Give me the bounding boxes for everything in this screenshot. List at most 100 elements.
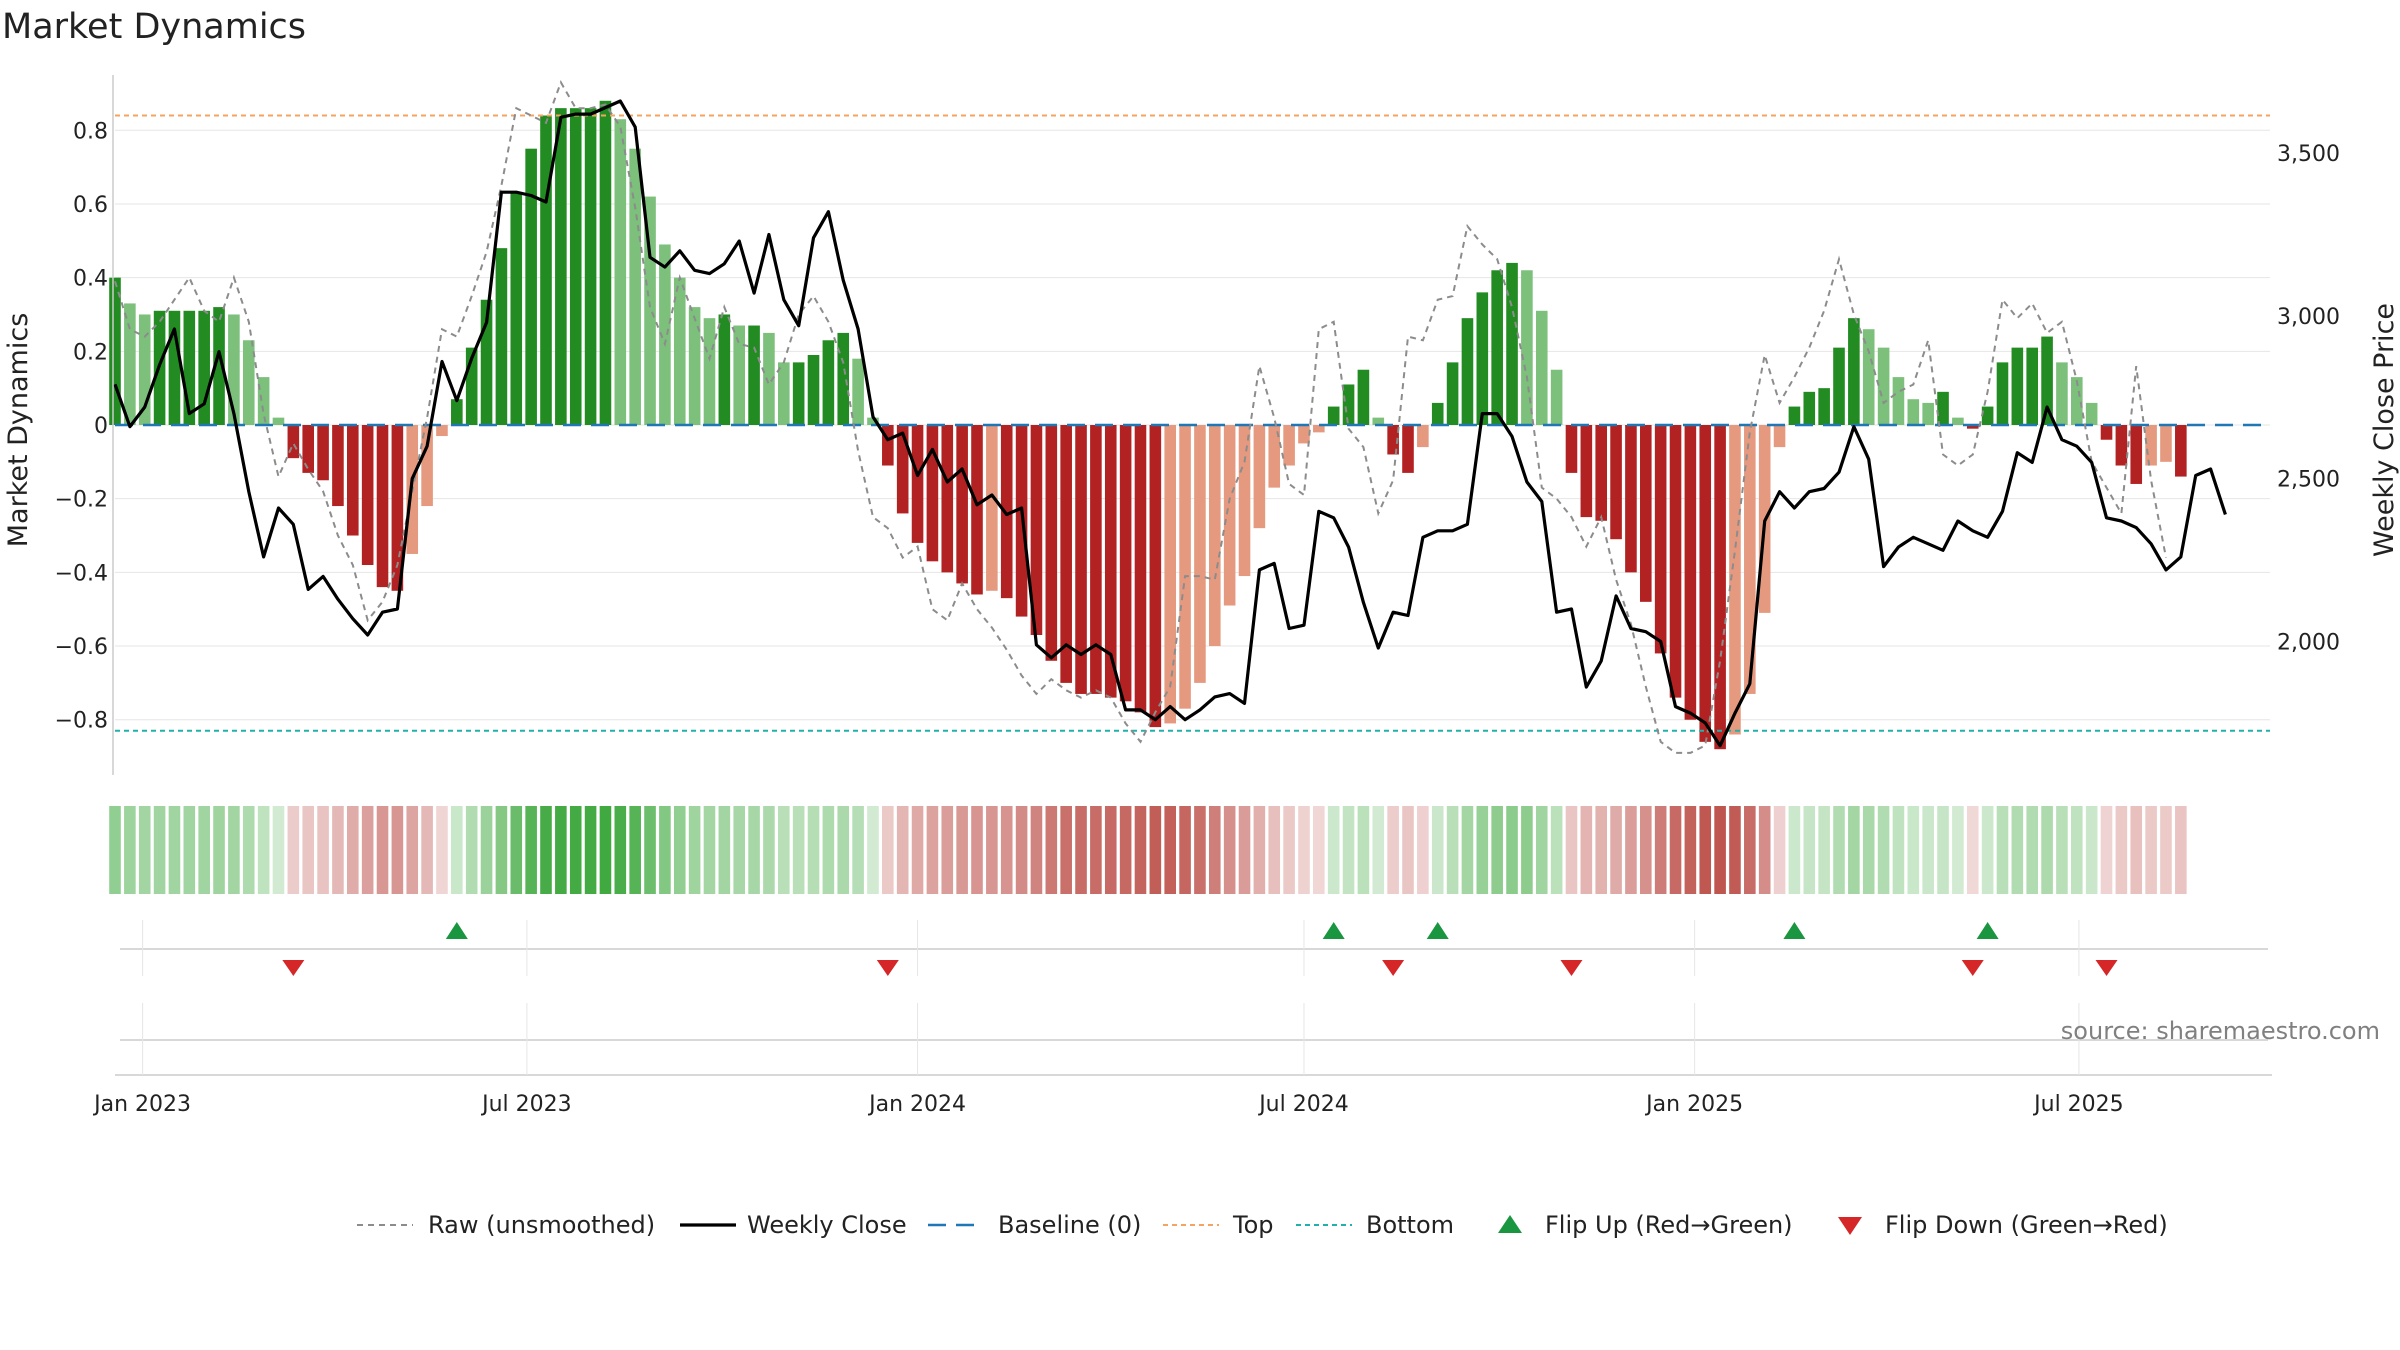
x-tick-label: Jul 2025 — [2032, 1092, 2124, 1117]
regime-strip-cell — [1387, 806, 1399, 894]
regime-strip-cell — [1134, 806, 1147, 894]
dynamics-bar — [1744, 425, 1756, 694]
dynamics-bar — [688, 307, 701, 425]
dynamics-bar — [1075, 425, 1087, 694]
flip-down-marker — [1961, 960, 1984, 976]
regime-strip-cell — [1015, 806, 1028, 894]
regime-strip-cell — [1357, 806, 1370, 894]
flip-down-marker — [876, 960, 899, 976]
regime-strip-cell — [1461, 806, 1474, 894]
regime-strip-cell — [1550, 806, 1563, 894]
dynamics-bar — [1446, 362, 1459, 425]
dynamics-bar — [1833, 347, 1845, 425]
dynamics-bar — [1773, 425, 1786, 448]
regime-strip-cell — [1699, 806, 1712, 894]
legend-label: Flip Down (Green→Red) — [1885, 1211, 2168, 1239]
dynamics-bar — [421, 425, 433, 507]
dynamics-bar — [2115, 425, 2128, 466]
regime-strip-cell — [1283, 806, 1295, 894]
regime-strip-cell — [436, 806, 448, 894]
x-tick-label: Jan 2025 — [1644, 1092, 1743, 1117]
dynamics-bar — [807, 355, 820, 425]
dynamics-bar — [644, 196, 656, 425]
regime-strip-cell — [2160, 806, 2172, 894]
dynamics-bar — [2145, 425, 2157, 466]
regime-strip-cell — [986, 806, 998, 894]
regime-strip-cell — [1565, 806, 1578, 894]
dynamics-bar — [1803, 391, 1816, 425]
regime-strip-cell — [510, 806, 523, 894]
dynamics-bar — [1417, 425, 1429, 448]
regime-strip-cell — [2070, 806, 2083, 894]
dynamics-bar — [614, 119, 627, 426]
regime-strip-cell — [1907, 806, 1920, 894]
regime-strip-cell — [1684, 806, 1697, 894]
dynamics-bar — [109, 277, 121, 425]
dynamics-bar — [1699, 425, 1712, 742]
regime-strip-cell — [287, 806, 300, 894]
dynamics-bar — [629, 148, 641, 425]
dynamics-bar — [376, 425, 389, 588]
regime-strip-cell — [1729, 806, 1741, 894]
dynamics-bar — [1981, 406, 1994, 425]
dynamics-bar — [198, 310, 210, 425]
dynamics-bar — [1625, 425, 1637, 573]
regime-strip-cell — [465, 806, 478, 894]
dynamics-bar — [465, 347, 478, 425]
bars-layer — [109, 100, 2187, 750]
regime-strip-cell — [852, 806, 864, 894]
regime-strip-cell — [1223, 806, 1236, 894]
regime-strip-cell — [1179, 806, 1191, 894]
regime-strip-cell — [2130, 806, 2143, 894]
legend-label: Baseline (0) — [998, 1211, 1141, 1239]
regime-strip-cell — [822, 806, 835, 894]
regime-strip-cell — [1833, 806, 1845, 894]
regime-strip-cell — [718, 806, 731, 894]
regime-strip-cell — [555, 806, 567, 894]
regime-strip-cell — [1149, 806, 1162, 894]
dynamics-bar — [748, 325, 760, 425]
dynamics-bar — [1134, 425, 1147, 713]
regime-strip-cell — [1922, 806, 1934, 894]
dynamics-bar — [1610, 425, 1622, 540]
dynamics-bar — [1298, 425, 1310, 444]
regime-strip-cell — [540, 806, 552, 894]
regime-strip-cell — [124, 806, 136, 894]
dynamics-bar — [792, 362, 805, 425]
regime-strip-cell — [1877, 806, 1890, 894]
regime-strip-cell — [1952, 806, 1964, 894]
dynamics-bar — [317, 425, 329, 481]
legend-item: Flip Up (Red→Green) — [1498, 1211, 1793, 1239]
regime-strip-cell — [1060, 806, 1072, 894]
regime-strip-cell — [317, 806, 329, 894]
regime-strip-cell — [629, 806, 641, 894]
dynamics-bar — [2100, 425, 2113, 440]
dynamics-bar — [1179, 425, 1191, 709]
dynamics-bar — [287, 425, 300, 459]
y-right-tick-label: 2,500 — [2277, 468, 2340, 493]
dynamics-bar — [361, 425, 374, 565]
dynamics-bar — [703, 318, 716, 425]
y-left-tick-label: 0.8 — [73, 119, 108, 144]
regime-strip-cell — [748, 806, 760, 894]
dynamics-bar — [584, 108, 597, 425]
regime-strip-cell — [1238, 806, 1251, 894]
regime-strip-cell — [332, 806, 344, 894]
regime-strip-cell — [1595, 806, 1608, 894]
dynamics-bar — [1491, 270, 1503, 425]
y-left-tick-label: −0.8 — [55, 709, 108, 734]
regime-strip-cell — [1104, 806, 1117, 894]
y-right-tick-label: 2,000 — [2277, 631, 2340, 656]
regime-strip-cell — [228, 806, 240, 894]
lower-panel: Jan 2023 Jul 2023 Jan 2024 Jul 2024 Jan 2025… — [92, 1003, 2272, 1117]
legend-item: Raw (unsmoothed) — [357, 1211, 655, 1239]
dynamics-bar — [228, 314, 240, 425]
legend-item: Top — [1163, 1211, 1274, 1239]
flip-up-marker — [1426, 922, 1449, 939]
regime-strip-cell — [1966, 806, 1979, 894]
regime-strip-cell — [138, 806, 151, 894]
dynamics-bar — [168, 310, 181, 425]
regime-strip-cell — [956, 806, 968, 894]
regime-strip-cell — [1506, 806, 1518, 894]
